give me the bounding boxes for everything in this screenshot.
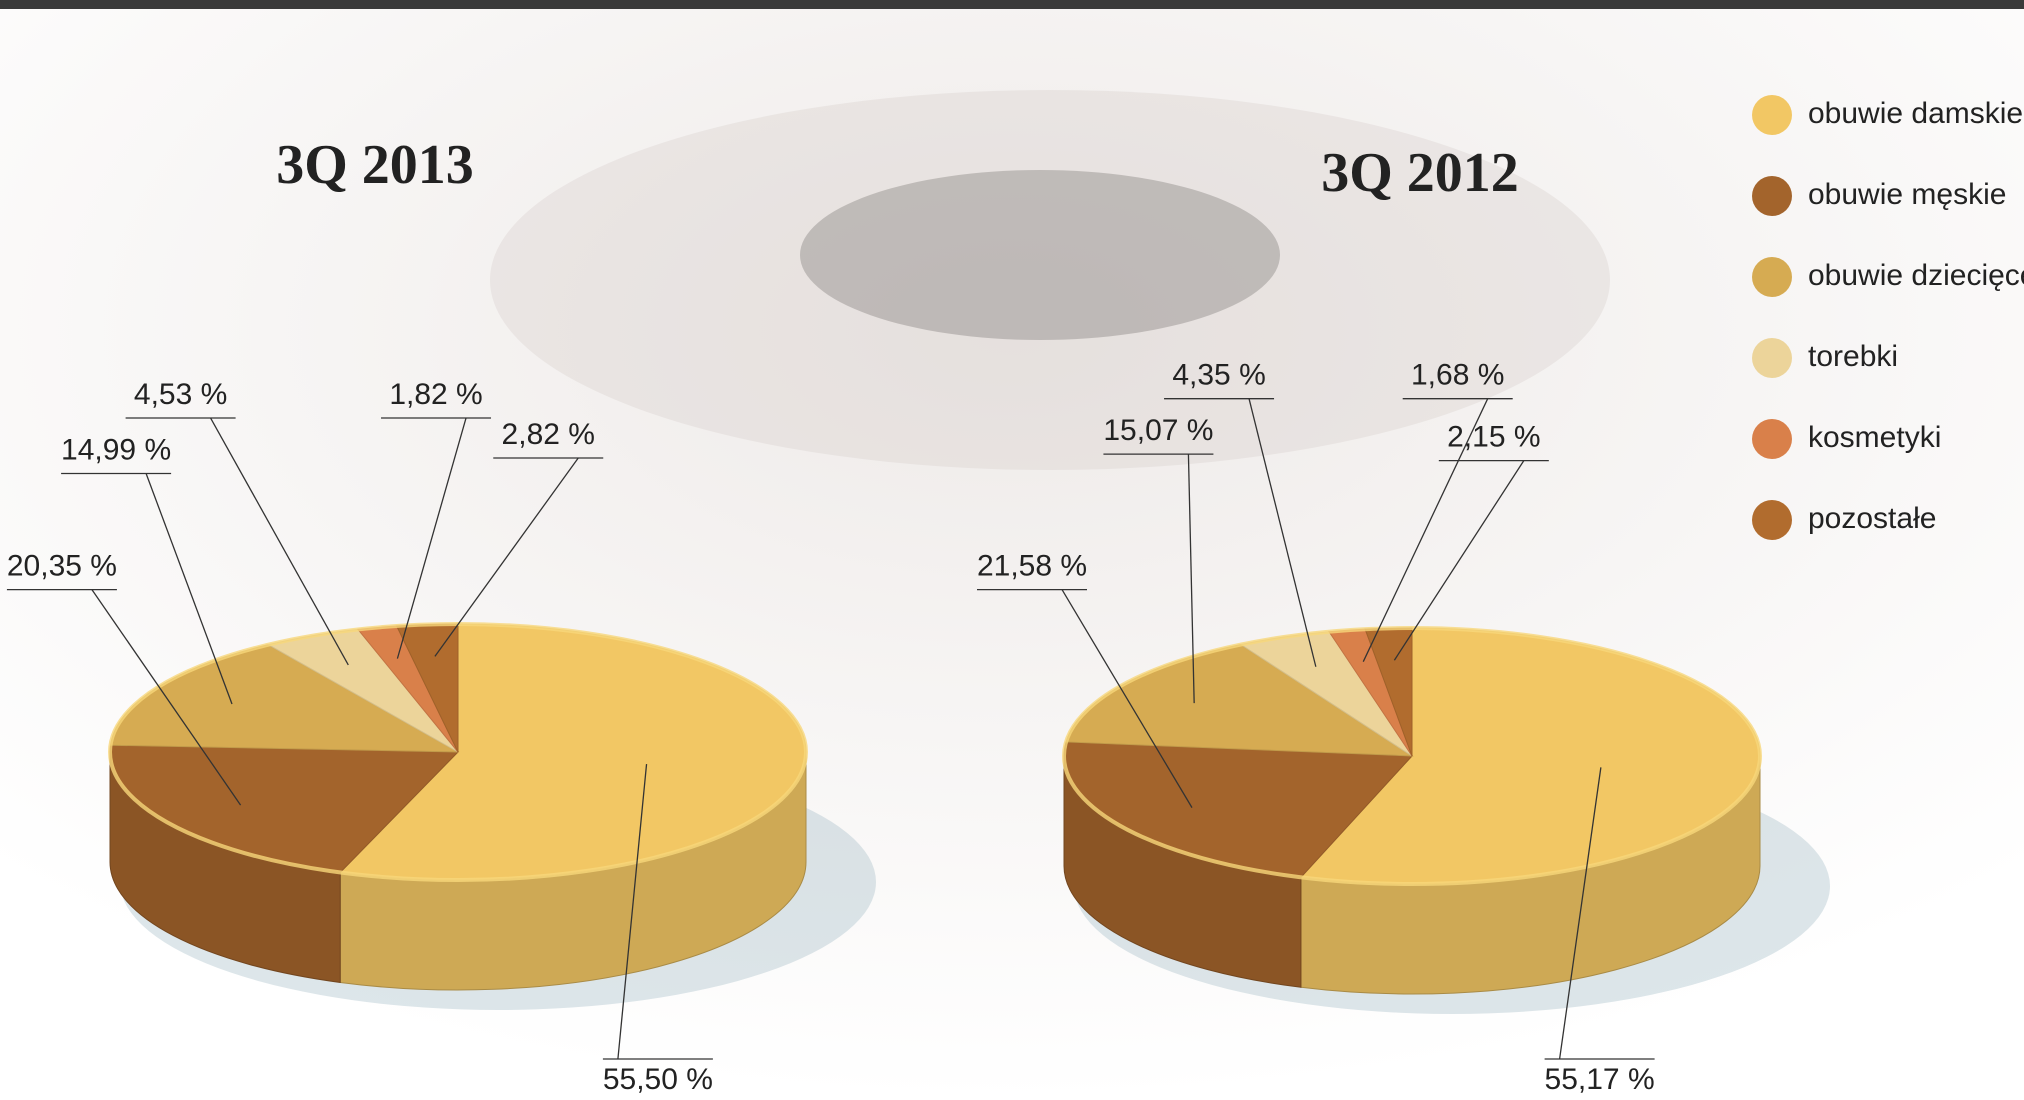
data-label: 4,35 %: [1172, 359, 1265, 392]
data-label: 2,15 %: [1447, 421, 1540, 454]
leader-line: [1248, 398, 1317, 667]
legend-label: torebki: [1808, 340, 1898, 373]
legend-marker: [1752, 500, 1792, 540]
leader-line: [617, 764, 648, 1060]
legend-label: kosmetyki: [1808, 421, 1941, 454]
leader-line: [210, 417, 349, 666]
data-label: 55,17 %: [1545, 1063, 1655, 1096]
leader-line: [145, 473, 233, 705]
legend-label: obuwie męskie: [1808, 178, 2006, 211]
legend-marker: [1752, 95, 1792, 135]
chart-title: 3Q 2012: [1321, 142, 1519, 204]
data-label: 20,35 %: [7, 550, 117, 583]
data-label: 1,82 %: [389, 378, 482, 411]
legend-marker: [1752, 338, 1792, 378]
legend-marker: [1752, 176, 1792, 216]
data-label: 15,07 %: [1103, 414, 1213, 447]
pie-rim: [1062, 626, 1762, 886]
leader-line: [434, 457, 579, 657]
leader-line: [91, 589, 242, 806]
data-label: 21,58 %: [977, 550, 1087, 583]
legend-label: obuwie damskie: [1808, 97, 2023, 130]
leader-line: [396, 417, 467, 659]
leader-line: [1393, 460, 1525, 661]
data-label: 2,82 %: [502, 418, 595, 451]
legend-label: obuwie dziecięce: [1808, 259, 2024, 292]
decor-sketch: [800, 170, 1280, 340]
legend-label: pozostałe: [1808, 502, 1936, 535]
data-label: 1,68 %: [1411, 359, 1504, 392]
legend-marker: [1752, 419, 1792, 459]
chart-title: 3Q 2013: [276, 134, 474, 196]
leader-line: [1558, 767, 1602, 1060]
top-bar: [0, 0, 2024, 9]
leader-line: [1187, 454, 1195, 704]
leader-line: [1362, 398, 1489, 662]
data-label: 4,53 %: [134, 378, 227, 411]
data-label: 55,50 %: [603, 1063, 713, 1096]
legend-marker: [1752, 257, 1792, 297]
decor-sketch: [490, 90, 1610, 470]
data-label: 14,99 %: [61, 433, 171, 466]
leader-line: [1061, 589, 1193, 808]
